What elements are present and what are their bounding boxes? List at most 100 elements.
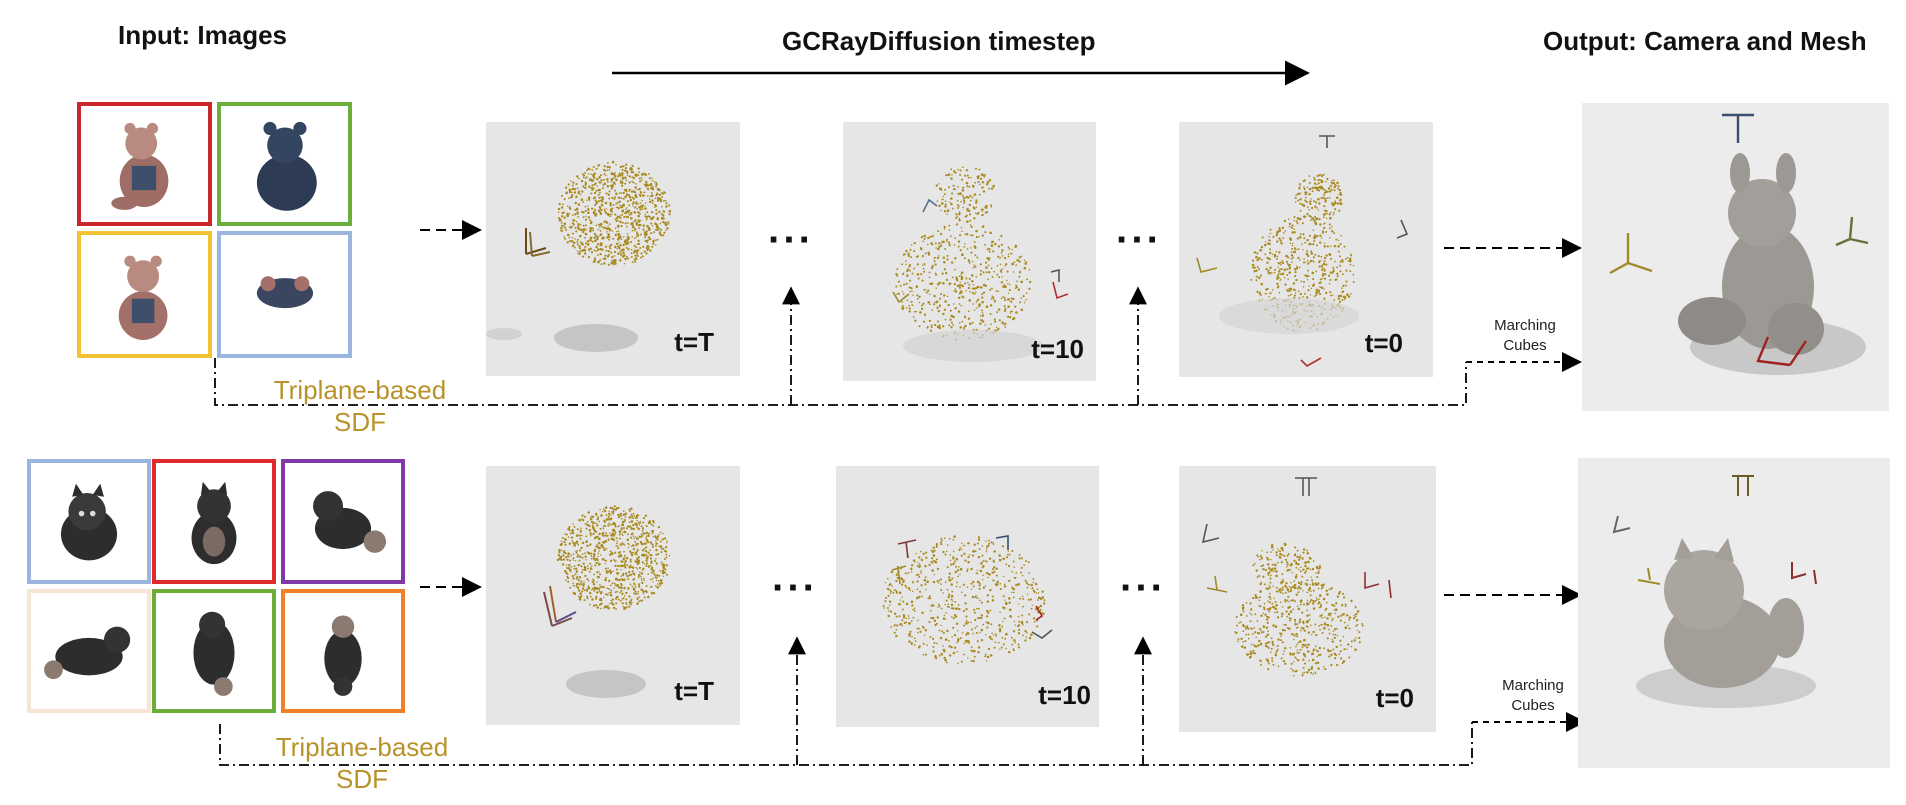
point	[937, 309, 940, 313]
point	[614, 176, 616, 179]
point	[1032, 589, 1035, 592]
point	[973, 287, 976, 290]
point	[620, 582, 623, 585]
point	[638, 600, 641, 603]
point	[1043, 599, 1046, 602]
point	[615, 602, 618, 605]
point	[648, 236, 651, 239]
point	[609, 215, 611, 218]
point	[952, 315, 955, 319]
row2-stage-panel-10: t=10	[836, 466, 1099, 727]
point	[1039, 597, 1043, 600]
point	[662, 566, 665, 569]
point	[665, 202, 668, 205]
point	[622, 197, 625, 200]
point	[1302, 233, 1305, 236]
point	[1259, 248, 1262, 252]
point	[992, 542, 995, 544]
point	[619, 514, 623, 518]
point	[932, 554, 936, 557]
point	[981, 554, 984, 557]
point	[954, 306, 957, 310]
point	[1317, 570, 1320, 573]
point	[945, 599, 948, 602]
point	[565, 579, 567, 581]
point	[982, 586, 985, 589]
point	[561, 563, 565, 566]
point	[582, 224, 585, 227]
point	[594, 250, 597, 252]
point	[636, 252, 639, 255]
point	[659, 545, 663, 548]
point	[641, 581, 644, 585]
sdf-label-line1: Triplane-based	[275, 732, 449, 762]
point	[938, 183, 941, 185]
point	[595, 557, 599, 561]
point	[614, 174, 617, 178]
point	[1030, 607, 1033, 610]
point	[1280, 639, 1282, 642]
point	[1272, 663, 1275, 666]
point	[635, 196, 638, 199]
point	[951, 616, 953, 618]
point	[655, 557, 657, 560]
point	[1259, 555, 1262, 558]
point	[1263, 583, 1266, 586]
point	[668, 209, 672, 213]
point	[618, 200, 621, 203]
point	[1028, 287, 1031, 290]
point	[958, 296, 961, 300]
point	[587, 511, 590, 514]
point	[953, 613, 957, 617]
point	[661, 538, 664, 541]
point	[981, 311, 984, 314]
point	[633, 592, 635, 595]
point	[1013, 620, 1016, 623]
point	[1015, 583, 1018, 587]
point	[999, 263, 1002, 266]
point	[1266, 261, 1269, 264]
point	[1289, 646, 1292, 649]
point	[953, 651, 956, 654]
point	[609, 593, 612, 597]
point	[1249, 602, 1252, 605]
point	[1032, 578, 1035, 580]
point	[1307, 668, 1311, 672]
point	[995, 567, 998, 570]
point	[631, 261, 634, 263]
point	[611, 598, 615, 601]
point	[1311, 602, 1315, 605]
point	[1306, 250, 1309, 253]
point	[636, 542, 639, 545]
point	[587, 242, 590, 245]
point	[892, 591, 895, 594]
point	[1329, 271, 1332, 274]
point	[617, 545, 619, 547]
point	[596, 237, 599, 241]
point	[970, 588, 973, 590]
point	[638, 227, 640, 229]
point	[944, 318, 947, 321]
point	[988, 327, 991, 330]
point	[947, 186, 950, 189]
point	[560, 206, 564, 209]
point	[626, 200, 629, 203]
point	[1237, 640, 1239, 643]
point	[586, 520, 589, 523]
point	[1250, 643, 1253, 646]
point	[658, 580, 660, 582]
point	[650, 553, 653, 557]
point	[654, 559, 656, 562]
point	[925, 291, 928, 294]
point	[1311, 633, 1313, 636]
point	[993, 570, 996, 573]
point	[596, 243, 600, 246]
point	[1001, 268, 1004, 270]
point	[1007, 246, 1010, 249]
point	[613, 523, 617, 526]
point	[606, 169, 609, 172]
point	[1268, 595, 1271, 599]
point	[608, 166, 611, 169]
point	[565, 564, 568, 567]
point	[621, 542, 623, 544]
